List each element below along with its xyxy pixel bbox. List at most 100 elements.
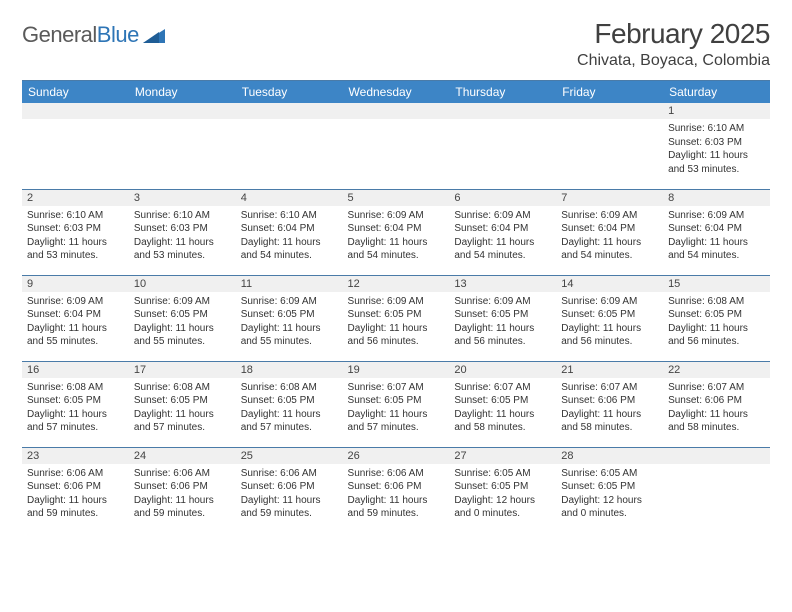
calendar-cell: 8Sunrise: 6:09 AMSunset: 6:04 PMDaylight… <box>663 189 770 275</box>
day-details: Sunrise: 6:10 AMSunset: 6:03 PMDaylight:… <box>663 119 770 180</box>
calendar-cell: 21Sunrise: 6:07 AMSunset: 6:06 PMDayligh… <box>556 361 663 447</box>
calendar-cell: 19Sunrise: 6:07 AMSunset: 6:05 PMDayligh… <box>343 361 450 447</box>
sunrise-text: Sunrise: 6:09 AM <box>348 295 445 309</box>
day-details: Sunrise: 6:08 AMSunset: 6:05 PMDaylight:… <box>663 292 770 353</box>
day-header: Thursday <box>449 81 556 104</box>
day-number: 1 <box>663 103 770 119</box>
day-details: Sunrise: 6:10 AMSunset: 6:03 PMDaylight:… <box>22 206 129 267</box>
sunset-text: Sunset: 6:05 PM <box>561 480 658 494</box>
day-number <box>449 103 556 119</box>
calendar-cell: 7Sunrise: 6:09 AMSunset: 6:04 PMDaylight… <box>556 189 663 275</box>
day-number: 21 <box>556 362 663 378</box>
calendar-cell: 16Sunrise: 6:08 AMSunset: 6:05 PMDayligh… <box>22 361 129 447</box>
sunrise-text: Sunrise: 6:06 AM <box>27 467 124 481</box>
calendar-cell: 27Sunrise: 6:05 AMSunset: 6:05 PMDayligh… <box>449 447 556 533</box>
day-details: Sunrise: 6:07 AMSunset: 6:05 PMDaylight:… <box>343 378 450 439</box>
sunset-text: Sunset: 6:05 PM <box>27 394 124 408</box>
day-number: 16 <box>22 362 129 378</box>
daylight-text: Daylight: 11 hours and 58 minutes. <box>561 408 658 435</box>
calendar-cell: 12Sunrise: 6:09 AMSunset: 6:05 PMDayligh… <box>343 275 450 361</box>
sunrise-text: Sunrise: 6:09 AM <box>561 295 658 309</box>
day-number: 13 <box>449 276 556 292</box>
daylight-text: Daylight: 12 hours and 0 minutes. <box>454 494 551 521</box>
sunset-text: Sunset: 6:05 PM <box>134 394 231 408</box>
sunset-text: Sunset: 6:05 PM <box>668 308 765 322</box>
calendar-row: 16Sunrise: 6:08 AMSunset: 6:05 PMDayligh… <box>22 361 770 447</box>
logo-word2: Blue <box>97 22 139 47</box>
calendar-table: Sunday Monday Tuesday Wednesday Thursday… <box>22 80 770 533</box>
calendar-cell: 9Sunrise: 6:09 AMSunset: 6:04 PMDaylight… <box>22 275 129 361</box>
daylight-text: Daylight: 12 hours and 0 minutes. <box>561 494 658 521</box>
day-number: 27 <box>449 448 556 464</box>
daylight-text: Daylight: 11 hours and 55 minutes. <box>27 322 124 349</box>
sunrise-text: Sunrise: 6:10 AM <box>241 209 338 223</box>
day-number: 5 <box>343 190 450 206</box>
calendar-cell: 26Sunrise: 6:06 AMSunset: 6:06 PMDayligh… <box>343 447 450 533</box>
title-block: February 2025 Chivata, Boyaca, Colombia <box>577 18 770 70</box>
day-number <box>343 103 450 119</box>
calendar-cell <box>236 103 343 189</box>
sunrise-text: Sunrise: 6:07 AM <box>454 381 551 395</box>
calendar-cell: 6 Sunrise: 6:09 AMSunset: 6:04 PMDaylight… <box>449 189 556 275</box>
day-details: Sunrise: 6:09 AMSunset: 6:04 PMDaylight:… <box>663 206 770 267</box>
sunset-text: Sunset: 6:05 PM <box>454 308 551 322</box>
day-details: Sunrise: 6:10 AMSunset: 6:04 PMDaylight:… <box>236 206 343 267</box>
sunset-text: Sunset: 6:04 PM <box>668 222 765 236</box>
sunset-text: Sunset: 6:03 PM <box>27 222 124 236</box>
calendar-row: 1Sunrise: 6:10 AMSunset: 6:03 PMDaylight… <box>22 103 770 189</box>
calendar-cell: 15Sunrise: 6:08 AMSunset: 6:05 PMDayligh… <box>663 275 770 361</box>
sunset-text: Sunset: 6:06 PM <box>668 394 765 408</box>
day-number: 6 <box>449 190 556 206</box>
day-details: Sunrise: 6:07 AMSunset: 6:06 PMDaylight:… <box>556 378 663 439</box>
sunset-text: Sunset: 6:06 PM <box>134 480 231 494</box>
day-number: 7 <box>556 190 663 206</box>
calendar-cell: 1Sunrise: 6:10 AMSunset: 6:03 PMDaylight… <box>663 103 770 189</box>
sunrise-text: Sunrise: 6:06 AM <box>348 467 445 481</box>
sunset-text: Sunset: 6:03 PM <box>134 222 231 236</box>
daylight-text: Daylight: 11 hours and 57 minutes. <box>134 408 231 435</box>
daylight-text: Daylight: 11 hours and 53 minutes. <box>27 236 124 263</box>
day-number: 18 <box>236 362 343 378</box>
daylight-text: Daylight: 11 hours and 57 minutes. <box>27 408 124 435</box>
day-details: Sunrise: 6:07 AMSunset: 6:05 PMDaylight:… <box>449 378 556 439</box>
day-header: Sunday <box>22 81 129 104</box>
sunrise-text: Sunrise: 6:08 AM <box>134 381 231 395</box>
sunset-text: Sunset: 6:05 PM <box>348 394 445 408</box>
daylight-text: Daylight: 11 hours and 56 minutes. <box>454 322 551 349</box>
sunrise-text: Sunrise: 6:09 AM <box>241 295 338 309</box>
day-details: Sunrise: 6:05 AMSunset: 6:05 PMDaylight:… <box>449 464 556 525</box>
day-number <box>663 448 770 464</box>
day-details: Sunrise: 6:09 AMSunset: 6:05 PMDaylight:… <box>236 292 343 353</box>
daylight-text: Daylight: 11 hours and 58 minutes. <box>668 408 765 435</box>
sunrise-text: Sunrise: 6:09 AM <box>454 295 551 309</box>
sunset-text: Sunset: 6:05 PM <box>134 308 231 322</box>
daylight-text: Daylight: 11 hours and 59 minutes. <box>134 494 231 521</box>
sunrise-text: Sunrise: 6:09 AM <box>134 295 231 309</box>
day-number <box>22 103 129 119</box>
sunset-text: Sunset: 6:05 PM <box>561 308 658 322</box>
day-details: Sunrise: 6:07 AMSunset: 6:06 PMDaylight:… <box>663 378 770 439</box>
calendar-cell: 22Sunrise: 6:07 AMSunset: 6:06 PMDayligh… <box>663 361 770 447</box>
sunset-text: Sunset: 6:04 PM <box>454 222 551 236</box>
day-details: Sunrise: 6:05 AMSunset: 6:05 PMDaylight:… <box>556 464 663 525</box>
sunset-text: Sunset: 6:06 PM <box>241 480 338 494</box>
day-header: Friday <box>556 81 663 104</box>
sunset-text: Sunset: 6:05 PM <box>241 394 338 408</box>
calendar-cell: 3Sunrise: 6:10 AMSunset: 6:03 PMDaylight… <box>129 189 236 275</box>
day-details: Sunrise: 6:09 AMSunset: 6:05 PMDaylight:… <box>449 292 556 353</box>
day-header: Wednesday <box>343 81 450 104</box>
sunrise-text: Sunrise: 6:09 AM <box>454 209 551 223</box>
daylight-text: Daylight: 11 hours and 54 minutes. <box>454 236 551 263</box>
day-number: 24 <box>129 448 236 464</box>
day-number: 28 <box>556 448 663 464</box>
day-details: Sunrise: 6:08 AMSunset: 6:05 PMDaylight:… <box>129 378 236 439</box>
sunset-text: Sunset: 6:06 PM <box>27 480 124 494</box>
day-number: 23 <box>22 448 129 464</box>
day-number: 11 <box>236 276 343 292</box>
day-number: 17 <box>129 362 236 378</box>
day-details: Sunrise: 6:06 AMSunset: 6:06 PMDaylight:… <box>129 464 236 525</box>
calendar-cell: 28Sunrise: 6:05 AMSunset: 6:05 PMDayligh… <box>556 447 663 533</box>
day-number <box>236 103 343 119</box>
daylight-text: Daylight: 11 hours and 54 minutes. <box>668 236 765 263</box>
sunset-text: Sunset: 6:06 PM <box>561 394 658 408</box>
